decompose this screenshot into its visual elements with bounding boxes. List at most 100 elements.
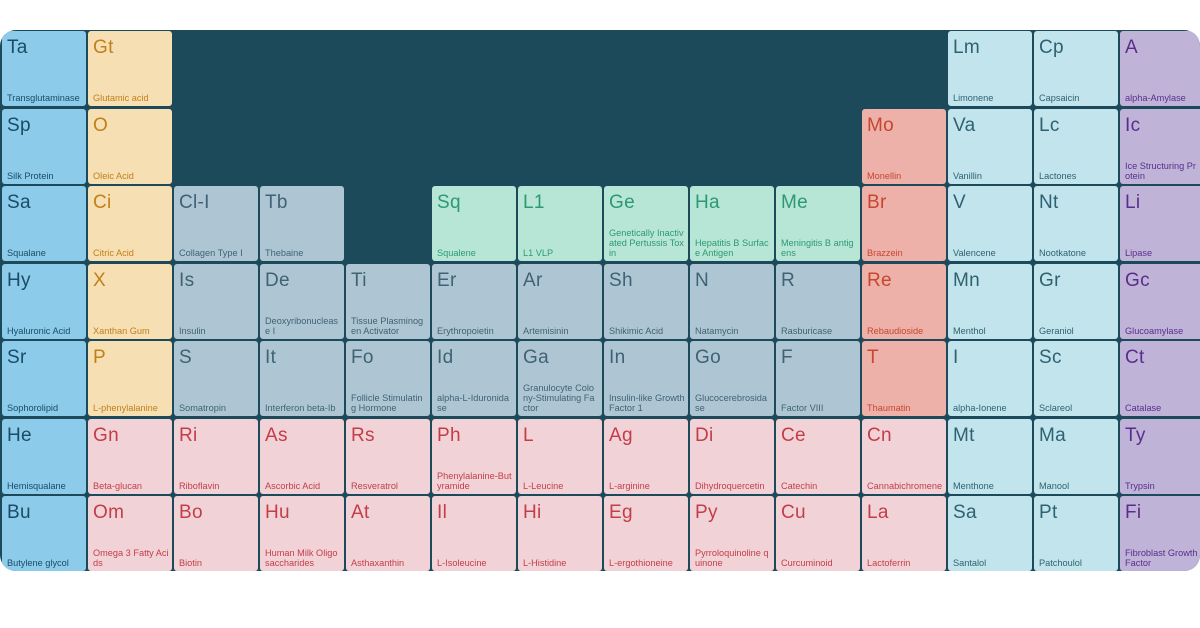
element-tile[interactable]: Lm Limonene bbox=[948, 31, 1032, 106]
element-tile[interactable]: As Ascorbic Acid bbox=[260, 418, 344, 494]
element-name: Lactones bbox=[1039, 170, 1077, 181]
element-tile[interactable]: Ct Catalase bbox=[1120, 341, 1200, 416]
element-tile[interactable]: Ci Citric Acid bbox=[88, 186, 172, 261]
element-tile[interactable]: Mt Menthone bbox=[948, 418, 1032, 494]
element-tile[interactable]: Tb Thebaine bbox=[260, 186, 344, 261]
element-name: Dihydroquercetin bbox=[695, 480, 765, 491]
element-tile[interactable]: T Thaumatin bbox=[862, 341, 946, 416]
element-tile[interactable]: Il L-Isoleucine bbox=[432, 496, 516, 571]
element-tile[interactable]: F Factor VIII bbox=[776, 341, 860, 416]
element-tile[interactable]: Hu Human Milk Oligosaccharides bbox=[260, 496, 344, 571]
element-tile[interactable]: Er Erythropoietin bbox=[432, 263, 516, 339]
element-tile[interactable]: Fo Follicle Stimulating Hormone bbox=[346, 341, 430, 416]
element-tile[interactable]: Gr Geraniol bbox=[1034, 263, 1118, 339]
element-tile[interactable]: Pt Patchoulol bbox=[1034, 496, 1118, 571]
element-tile[interactable]: Rs Resveratrol bbox=[346, 418, 430, 494]
element-name: L-arginine bbox=[609, 480, 650, 491]
element-tile[interactable]: Eg L-ergothioneine bbox=[604, 496, 688, 571]
element-tile[interactable]: Ce Catechin bbox=[776, 418, 860, 494]
element-name: Phenylalanine-Butyramide bbox=[437, 470, 512, 491]
element-tile[interactable]: Ma Manool bbox=[1034, 418, 1118, 494]
element-tile[interactable]: X Xanthan Gum bbox=[88, 263, 172, 339]
element-tile[interactable]: Ri Riboflavin bbox=[174, 418, 258, 494]
element-name: Insulin-like Growth Factor 1 bbox=[609, 393, 685, 413]
element-tile[interactable]: R Rasburicase bbox=[776, 263, 860, 339]
element-tile[interactable]: Me Meningitis B antigens bbox=[776, 186, 860, 261]
element-tile[interactable]: Go Glucocerebrosidase bbox=[690, 341, 774, 416]
element-name: Hemisqualane bbox=[7, 480, 66, 491]
element-tile[interactable]: Sq Squalene bbox=[432, 186, 516, 261]
element-tile[interactable]: Ga Granulocyte Colony-Stimulating Factor bbox=[518, 341, 602, 416]
element-tile[interactable]: Bu Butylene glycol bbox=[2, 496, 86, 571]
element-tile[interactable]: Om Omega 3 Fatty Acids bbox=[88, 496, 172, 571]
element-tile[interactable]: Cn Cannabichromene bbox=[862, 418, 946, 494]
element-tile[interactable]: Sh Shikimic Acid bbox=[604, 263, 688, 339]
element-name: L-phenylalanine bbox=[93, 403, 158, 413]
element-name: Squalane bbox=[7, 248, 46, 258]
element-tile[interactable]: Ph Phenylalanine-Butyramide bbox=[432, 418, 516, 494]
element-tile[interactable]: Cu Curcuminoid bbox=[776, 496, 860, 571]
element-tile[interactable]: Ta Transglutaminase bbox=[2, 31, 86, 106]
element-tile[interactable]: Fi Fibroblast Growth Factor bbox=[1120, 496, 1200, 571]
element-tile[interactable]: Cp Capsaicin bbox=[1034, 31, 1118, 106]
element-tile[interactable]: Hi L-Histidine bbox=[518, 496, 602, 571]
element-symbol: Sa bbox=[953, 502, 977, 523]
element-tile[interactable]: Re Rebaudioside bbox=[862, 263, 946, 339]
element-tile[interactable]: Id alpha-L-Iduronidase bbox=[432, 341, 516, 416]
element-tile[interactable]: Ic Ice Structuring Protein bbox=[1120, 108, 1200, 184]
element-tile[interactable]: La Lactoferrin bbox=[862, 496, 946, 571]
element-tile[interactable]: Is Insulin bbox=[174, 263, 258, 339]
element-tile[interactable]: Sa Squalane bbox=[2, 186, 86, 261]
element-tile[interactable]: Sp Silk Protein bbox=[2, 108, 86, 184]
element-tile[interactable]: Ha Hepatitis B Surface Antigen bbox=[690, 186, 774, 261]
element-name: Monellin bbox=[867, 170, 902, 181]
element-name: Riboflavin bbox=[179, 480, 220, 491]
element-tile[interactable]: V Valencene bbox=[948, 186, 1032, 261]
element-tile[interactable]: Li Lipase bbox=[1120, 186, 1200, 261]
element-tile[interactable]: N Natamycin bbox=[690, 263, 774, 339]
element-tile[interactable]: Sa Santalol bbox=[948, 496, 1032, 571]
element-tile[interactable]: Br Brazzein bbox=[862, 186, 946, 261]
element-tile[interactable]: Ty Trypsin bbox=[1120, 418, 1200, 494]
element-tile[interactable]: Mn Menthol bbox=[948, 263, 1032, 339]
element-tile[interactable]: At Asthaxanthin bbox=[346, 496, 430, 571]
element-tile[interactable]: Bo Biotin bbox=[174, 496, 258, 571]
element-tile[interactable]: Sc Sclareol bbox=[1034, 341, 1118, 416]
element-tile[interactable]: It Interferon beta-Ib bbox=[260, 341, 344, 416]
element-symbol: Rs bbox=[351, 424, 375, 446]
element-tile[interactable]: Lc Lactones bbox=[1034, 108, 1118, 184]
element-symbol: Gr bbox=[1039, 269, 1061, 291]
element-tile[interactable]: Ar Artemisinin bbox=[518, 263, 602, 339]
element-tile[interactable]: Ti Tissue Plasminogen Activator bbox=[346, 263, 430, 339]
element-symbol: Mn bbox=[953, 269, 980, 291]
element-tile[interactable]: Gt Glutamic acid bbox=[88, 31, 172, 106]
element-tile[interactable]: Gc Glucoamylase bbox=[1120, 263, 1200, 339]
element-tile[interactable]: In Insulin-like Growth Factor 1 bbox=[604, 341, 688, 416]
element-tile[interactable]: Gn Beta-glucan bbox=[88, 418, 172, 494]
element-tile[interactable]: L1 L1 VLP bbox=[518, 186, 602, 261]
element-symbol: Bu bbox=[7, 502, 31, 523]
element-tile[interactable]: Va Vanillin bbox=[948, 108, 1032, 184]
element-tile[interactable]: Di Dihydroquercetin bbox=[690, 418, 774, 494]
element-tile[interactable]: S Somatropin bbox=[174, 341, 258, 416]
element-name: Interferon beta-Ib bbox=[265, 403, 336, 413]
element-tile[interactable]: Py Pyrroloquinoline quinone bbox=[690, 496, 774, 571]
element-tile[interactable]: Hy Hyaluronic Acid bbox=[2, 263, 86, 339]
element-symbol: Re bbox=[867, 269, 892, 291]
element-tile[interactable]: Sr Sophorolipid bbox=[2, 341, 86, 416]
element-tile[interactable]: Ag L-arginine bbox=[604, 418, 688, 494]
element-tile[interactable]: Ge Genetically Inactivated Pertussis Toxi… bbox=[604, 186, 688, 261]
element-tile[interactable]: P L-phenylalanine bbox=[88, 341, 172, 416]
element-tile[interactable]: He Hemisqualane bbox=[2, 418, 86, 494]
element-tile[interactable]: O Oleic Acid bbox=[88, 108, 172, 184]
element-tile[interactable]: L L-Leucine bbox=[518, 418, 602, 494]
element-name: Meningitis B antigens bbox=[781, 238, 854, 258]
element-symbol: Fo bbox=[351, 347, 374, 368]
element-tile[interactable]: De Deoxyribonuclease I bbox=[260, 263, 344, 339]
element-tile[interactable]: Nt Nootkatone bbox=[1034, 186, 1118, 261]
element-name: Human Milk Oligosaccharides bbox=[265, 548, 338, 568]
element-tile[interactable]: Cl-I Collagen Type I bbox=[174, 186, 258, 261]
element-tile[interactable]: Mo Monellin bbox=[862, 108, 946, 184]
